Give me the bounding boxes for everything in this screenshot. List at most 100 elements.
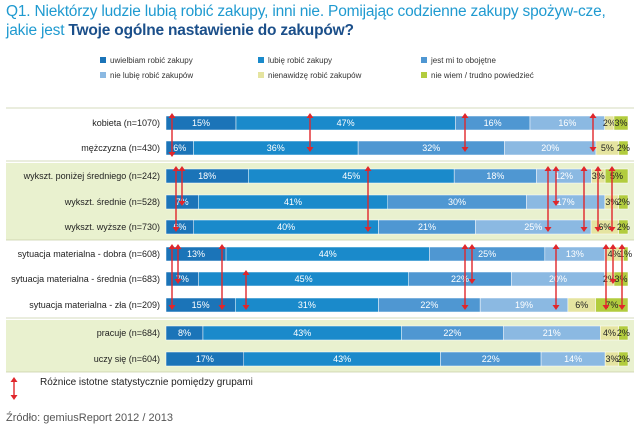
data-label: 32% [422,143,440,153]
data-label: 16% [558,118,576,128]
significance-arrow-head-down [468,279,476,284]
data-label: 18% [198,171,216,181]
significance-arrow-head-up [589,113,597,118]
significance-arrow-head-up [364,166,372,171]
significance-arrow-11 [594,166,602,232]
significance-arrow-head-down [174,279,182,284]
data-label: 30% [448,197,466,207]
significance-arrow-head-down [461,305,469,310]
category-label: sytuacja materialna - średnia (n=683) [11,274,160,284]
data-label: 5% [610,171,623,181]
significance-arrow-9 [552,166,560,206]
data-label: 4% [608,249,621,259]
bar-segment [623,246,629,262]
legend-label-5: nienawidzę robić zakupów [268,71,362,80]
chart-title: Q1. Niektórzy ludzie lubią robić zakupy,… [6,2,634,40]
data-label: 19% [515,300,533,310]
significance-arrow-17 [461,244,469,310]
data-label: 45% [342,171,360,181]
significance-arrow-14 [174,244,182,284]
data-label: 2% [617,328,630,338]
data-label: 13% [187,249,205,259]
significance-arrow-head-up [172,166,180,171]
significance-arrow-head-up [10,377,18,382]
legend-label-3: jest mi to obojętne [430,56,496,65]
significance-arrow-head-down [552,305,560,310]
category-label: mężczyzna (n=430) [81,143,160,153]
data-label: 20% [549,274,567,284]
bar-segment [595,297,629,313]
significance-arrow-1 [168,113,176,157]
significance-arrow-head-down [242,305,250,310]
data-label: 15% [192,300,210,310]
data-label: 3% [614,274,627,284]
data-label: 7% [605,300,618,310]
significance-arrow-18 [468,244,476,284]
significance-arrow-19 [552,244,560,310]
significance-arrow-13 [168,244,176,310]
bar-segment [604,168,629,184]
source-note: Źródło: gemiusReport 2012 / 2013 [6,412,173,424]
data-label: 2% [617,143,630,153]
category-label: kobieta (n=1070) [92,118,160,128]
data-label: 7% [176,274,189,284]
significance-arrow-16 [242,270,250,310]
data-label: 3% [614,118,627,128]
significance-arrow-head-down [594,227,602,232]
legend-label-4: nie lubię robić zakupów [110,71,193,80]
significance-arrow-8 [544,166,552,232]
legend-swatch-5 [258,72,264,78]
data-label: 4% [603,328,616,338]
significance-arrow-head-up [544,166,552,171]
bar-segment [618,194,629,210]
data-label: 40% [277,222,295,232]
data-label: 17% [196,354,214,364]
significance-arrow-head-up [242,270,250,275]
significance-arrow-head-up [608,166,616,171]
significance-arrow-21 [609,244,617,284]
significance-arrow-head-up [552,166,560,171]
data-label: 21% [418,222,436,232]
data-label: 41% [284,197,302,207]
legend-swatch-6 [421,72,427,78]
data-label: 36% [267,143,285,153]
data-label: 2% [617,222,630,232]
data-label: 2% [617,197,630,207]
legend-swatch-1 [100,57,106,63]
significance-legend-arrow [10,377,18,400]
data-label: 1% [619,249,632,259]
significance-arrow-10 [580,166,588,232]
data-label: 20% [541,143,559,153]
data-label: 8% [178,328,191,338]
data-label: 25% [478,249,496,259]
category-label: sytuacja materialna - dobra (n=608) [18,249,160,259]
legend-swatch-4 [100,72,106,78]
data-label: 31% [298,300,316,310]
significance-arrow-head-down [589,147,597,152]
significance-arrow-20 [602,244,610,310]
significance-arrow-head-down [10,395,18,400]
bar-segment [613,115,629,131]
significance-arrow-head-up [461,244,469,249]
category-label: wykszt. wyższe (n=730) [64,222,160,232]
significance-note: Różnice istotne statystycznie pomiędzy g… [40,377,253,388]
data-label: 6% [575,300,588,310]
significance-arrow-4 [589,113,597,152]
category-label: wykszt. poniżej średniego (n=242) [23,171,160,181]
significance-arrow-6 [178,166,186,206]
data-label: 22% [443,328,461,338]
significance-arrow-head-down [602,305,610,310]
bar-segment [618,325,629,341]
data-label: 22% [451,274,469,284]
category-label: sytuacja materialna - zła (n=209) [29,300,160,310]
legend-label-1: uwielbiam robić zakupy [110,56,193,65]
significance-arrow-head-down [364,227,372,232]
significance-arrow-head-up [618,244,626,249]
significance-arrow-head-down [618,305,626,310]
data-label: 13% [566,249,584,259]
data-label: 22% [420,300,438,310]
significance-arrow-head-up [461,113,469,118]
significance-arrow-2 [306,113,314,152]
significance-arrow-head-up [218,244,226,249]
